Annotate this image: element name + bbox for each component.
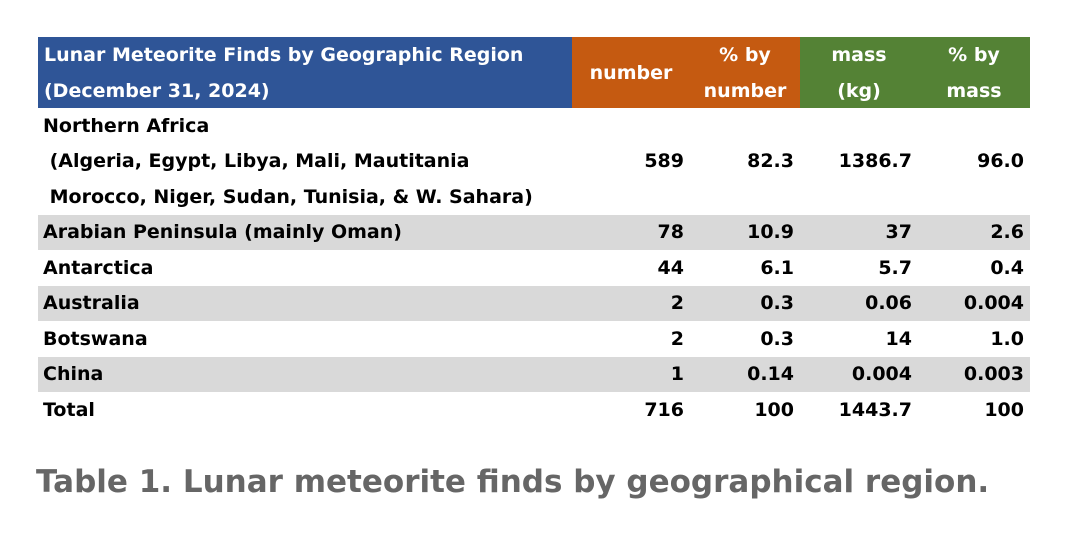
cell-value: 1386.7 bbox=[838, 150, 912, 173]
cell-value: 5.7 bbox=[878, 256, 912, 279]
cell-value: 0.06 bbox=[865, 292, 912, 315]
region-label: Northern Africa bbox=[43, 114, 210, 137]
cell-value: 0.3 bbox=[760, 292, 794, 315]
cell-value: 2.6 bbox=[990, 221, 1024, 244]
header-cell bbox=[800, 37, 918, 108]
cell-value: 0.14 bbox=[747, 363, 794, 386]
column-header: mass bbox=[946, 79, 1002, 102]
region-label: Antarctica bbox=[43, 256, 154, 279]
column-header: number bbox=[589, 61, 673, 84]
row-shade bbox=[38, 356, 1030, 392]
header-cell bbox=[572, 37, 690, 108]
table: Lunar Meteorite Finds by Geographic Regi… bbox=[38, 37, 1030, 421]
column-header: mass bbox=[831, 43, 887, 66]
row-shade bbox=[38, 214, 1030, 250]
cell-value: 0.004 bbox=[851, 363, 912, 386]
header-title: Lunar Meteorite Finds by Geographic Regi… bbox=[44, 43, 524, 66]
cell-value: 100 bbox=[754, 398, 794, 421]
region-label: Australia bbox=[43, 292, 140, 315]
cell-value: 2 bbox=[670, 292, 684, 315]
row-shade bbox=[38, 285, 1030, 321]
cell-value: 0.3 bbox=[760, 327, 794, 350]
cell-value: 6.1 bbox=[760, 256, 794, 279]
cell-value: 0.4 bbox=[990, 256, 1024, 279]
header-cell bbox=[38, 37, 572, 108]
region-label: Botswana bbox=[43, 327, 148, 350]
region-label: (Algeria, Egypt, Libya, Mali, Mautitania bbox=[43, 150, 470, 173]
caption: Table 1. Lunar meteorite finds by geogra… bbox=[36, 464, 990, 500]
cell-value: 37 bbox=[885, 221, 912, 244]
region-label: Arabian Peninsula (mainly Oman) bbox=[43, 221, 402, 244]
header-cell bbox=[918, 37, 1030, 108]
header-cell bbox=[690, 37, 800, 108]
cell-value: 82.3 bbox=[747, 150, 794, 173]
cell-value: 716 bbox=[644, 398, 684, 421]
cell-value: 1443.7 bbox=[838, 398, 912, 421]
column-header: (kg) bbox=[837, 79, 881, 102]
region-label: Total bbox=[43, 398, 95, 421]
cell-value: 1.0 bbox=[990, 327, 1024, 350]
region-label: Morocco, Niger, Sudan, Tunisia, & W. Sah… bbox=[43, 185, 533, 208]
region-label: China bbox=[43, 363, 104, 386]
cell-value: 2 bbox=[670, 327, 684, 350]
cell-value: 14 bbox=[885, 327, 912, 350]
cell-value: 44 bbox=[657, 256, 684, 279]
cell-value: 100 bbox=[984, 398, 1024, 421]
cell-value: 10.9 bbox=[747, 221, 794, 244]
column-header: % by bbox=[948, 43, 1000, 66]
cell-value: 1 bbox=[670, 363, 684, 386]
cell-value: 0.004 bbox=[963, 292, 1024, 315]
header-title: (December 31, 2024) bbox=[44, 79, 270, 102]
cell-value: 589 bbox=[644, 150, 684, 173]
cell-value: 0.003 bbox=[963, 363, 1024, 386]
cell-value: 96.0 bbox=[977, 150, 1024, 173]
column-header: number bbox=[703, 79, 787, 102]
column-header: % by bbox=[719, 43, 771, 66]
cell-value: 78 bbox=[657, 221, 684, 244]
